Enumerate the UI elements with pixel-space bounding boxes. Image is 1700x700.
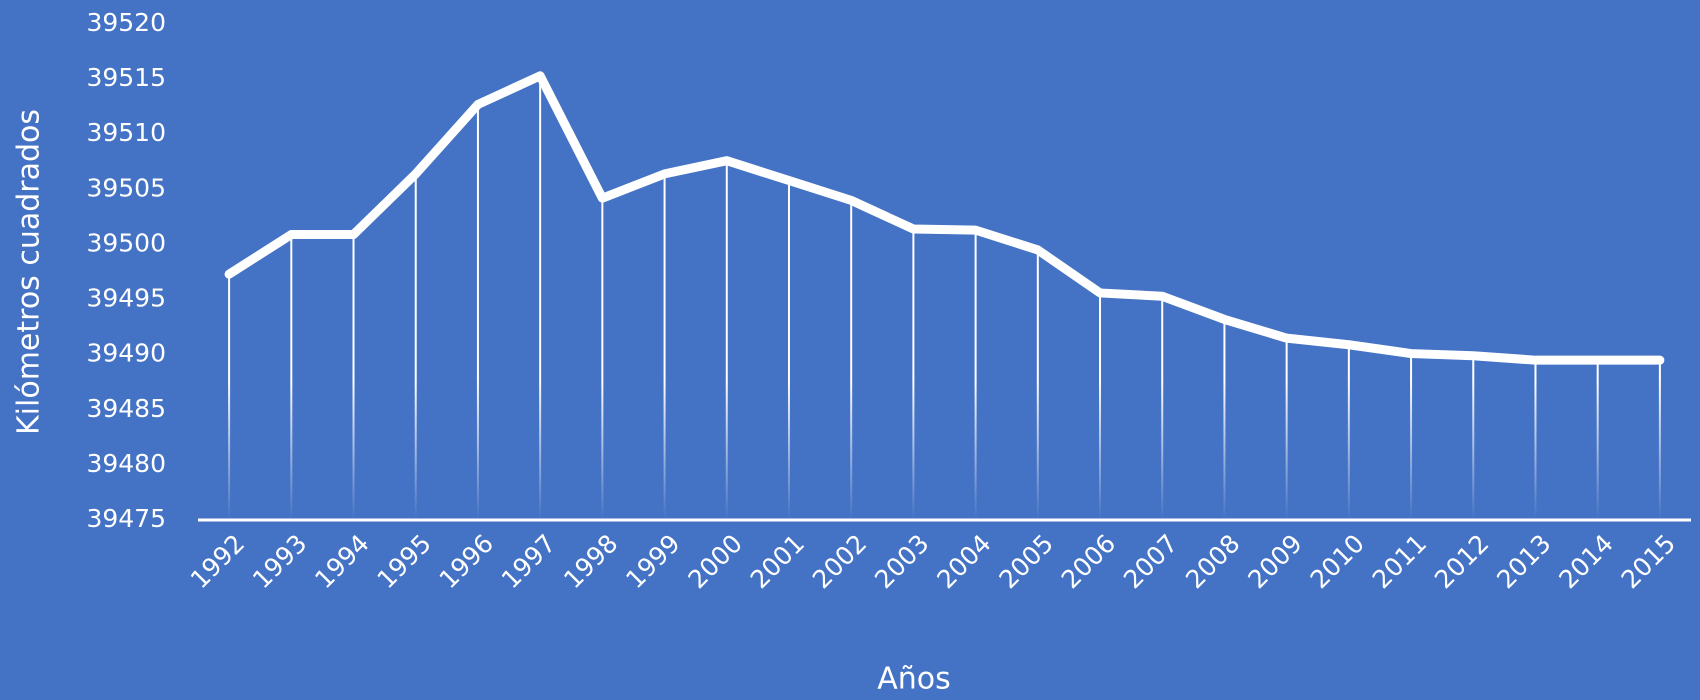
x-tick-label: 2009 xyxy=(1242,529,1307,594)
y-tick-label: 39515 xyxy=(86,63,166,92)
x-tick-label: 2014 xyxy=(1553,529,1618,594)
y-tick-label: 39480 xyxy=(86,449,166,478)
x-tick-label: 1995 xyxy=(371,529,436,594)
x-tick-label: 2006 xyxy=(1056,529,1121,594)
y-tick-label: 39475 xyxy=(86,504,166,533)
y-tick-label: 39505 xyxy=(86,173,166,202)
x-tick-label: 2012 xyxy=(1429,529,1494,594)
x-tick-label: 1999 xyxy=(620,529,685,594)
x-axis-title: Años xyxy=(877,662,951,697)
x-tick-label: 2005 xyxy=(994,529,1059,594)
x-tick-label: 1993 xyxy=(247,529,312,594)
x-tick-label: 1996 xyxy=(434,529,499,594)
x-tick-label: 1992 xyxy=(185,529,250,594)
x-tick-label: 2013 xyxy=(1491,529,1556,594)
y-tick-label: 39490 xyxy=(86,339,166,368)
y-axis-title: Kilómetros cuadrados xyxy=(12,109,47,435)
x-tick-label: 2000 xyxy=(682,529,747,594)
x-tick-label: 2007 xyxy=(1118,529,1183,594)
y-tick-label: 39510 xyxy=(86,118,166,147)
y-tick-label: 39500 xyxy=(86,228,166,257)
x-tick-label: 2015 xyxy=(1616,529,1681,594)
x-tick-label: 2008 xyxy=(1180,529,1245,594)
x-tick-label: 2004 xyxy=(931,529,996,594)
x-tick-label: 2001 xyxy=(745,529,810,594)
x-tick-label: 1994 xyxy=(309,529,374,594)
y-tick-label: 39485 xyxy=(86,394,166,423)
y-tick-label: 39495 xyxy=(86,284,166,313)
x-tick-label: 1998 xyxy=(558,529,623,594)
x-tick-label: 1997 xyxy=(496,529,561,594)
x-tick-label: 2002 xyxy=(807,529,872,594)
line xyxy=(224,71,1665,365)
y-tick-label: 39520 xyxy=(86,8,166,37)
x-tick-label: 2011 xyxy=(1367,529,1432,594)
x-tick-label: 2003 xyxy=(869,529,934,594)
x-tick-label: 2010 xyxy=(1305,529,1370,594)
